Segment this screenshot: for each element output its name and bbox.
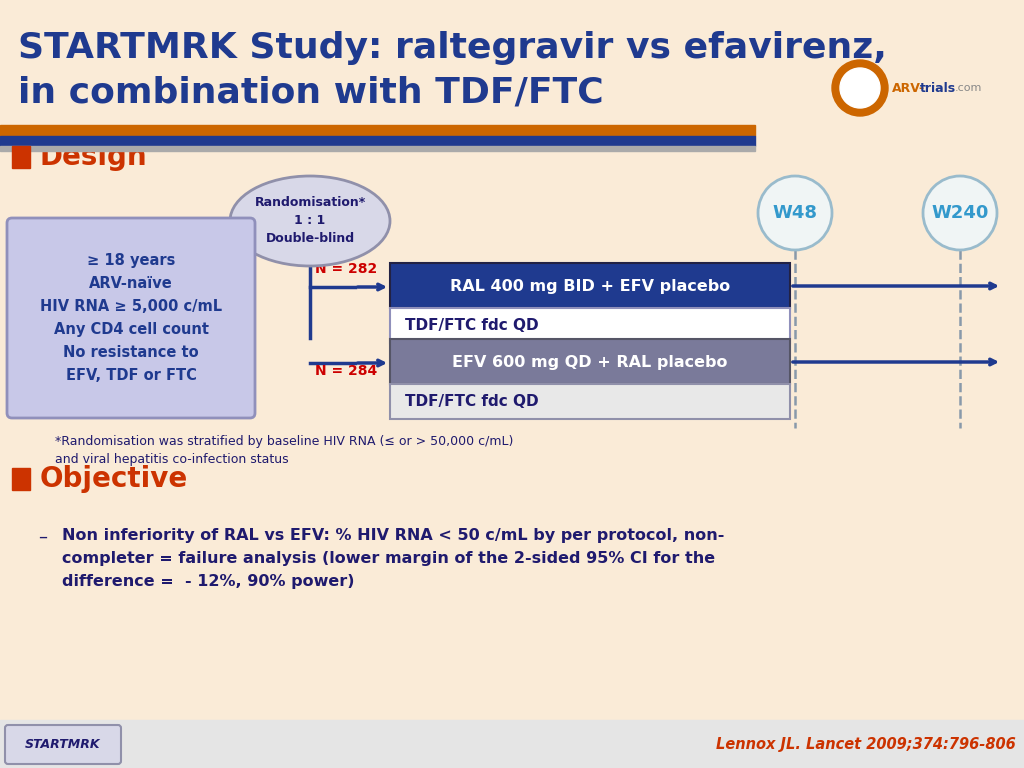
Bar	[390, 308, 790, 343]
Text: STARTMRK Study: raltegravir vs efavirenz,: STARTMRK Study: raltegravir vs efavirenz…	[18, 31, 887, 65]
Text: W240: W240	[931, 204, 989, 222]
Text: *Randomisation was stratified by baseline HIV RNA (≤ or > 50,000 c/mL)
and viral: *Randomisation was stratified by baselin…	[55, 435, 513, 466]
Text: ≥ 18 years
ARV-naïve
HIV RNA ≥ 5,000 c/mL
Any CD4 cell count
No resistance to
EF: ≥ 18 years ARV-naïve HIV RNA ≥ 5,000 c/m…	[40, 253, 222, 382]
Bar	[12, 468, 30, 490]
Text: Objective: Objective	[40, 465, 188, 493]
Text: N = 282: N = 282	[315, 262, 377, 276]
Bar	[0, 125, 755, 136]
Circle shape	[840, 68, 880, 108]
Bar	[12, 146, 30, 168]
Text: Randomisation*
1 : 1
Double-blind: Randomisation* 1 : 1 Double-blind	[254, 197, 366, 246]
Ellipse shape	[230, 176, 390, 266]
Circle shape	[831, 60, 888, 116]
FancyBboxPatch shape	[5, 725, 121, 764]
Bar	[390, 384, 790, 419]
Text: in combination with TDF/FTC: in combination with TDF/FTC	[18, 76, 603, 110]
Text: STARTMRK: STARTMRK	[26, 739, 100, 752]
Text: .com: .com	[955, 83, 982, 93]
Text: –: –	[38, 528, 47, 546]
Bar	[390, 263, 790, 308]
Text: RAL 400 mg BID + EFV placebo: RAL 400 mg BID + EFV placebo	[450, 279, 730, 293]
FancyBboxPatch shape	[7, 218, 255, 418]
Circle shape	[923, 176, 997, 250]
Text: Lennox JL. Lancet 2009;374:796-806: Lennox JL. Lancet 2009;374:796-806	[716, 737, 1016, 753]
Text: Design: Design	[40, 143, 147, 171]
Bar	[0, 720, 1024, 768]
Text: EFV 600 mg QD + RAL placebo: EFV 600 mg QD + RAL placebo	[453, 355, 728, 369]
Text: trials: trials	[920, 81, 956, 94]
Text: N = 284: N = 284	[315, 364, 377, 378]
Text: TDF/FTC fdc QD: TDF/FTC fdc QD	[406, 319, 539, 333]
Circle shape	[758, 176, 831, 250]
Bar	[390, 339, 790, 384]
Text: Non inferiority of RAL vs EFV: % HIV RNA < 50 c/mL by per protocol, non-
complet: Non inferiority of RAL vs EFV: % HIV RNA…	[62, 528, 724, 588]
Text: ARV-: ARV-	[892, 81, 925, 94]
Bar	[0, 136, 755, 146]
Text: W48: W48	[772, 204, 817, 222]
Bar	[0, 146, 755, 151]
Text: TDF/FTC fdc QD: TDF/FTC fdc QD	[406, 395, 539, 409]
